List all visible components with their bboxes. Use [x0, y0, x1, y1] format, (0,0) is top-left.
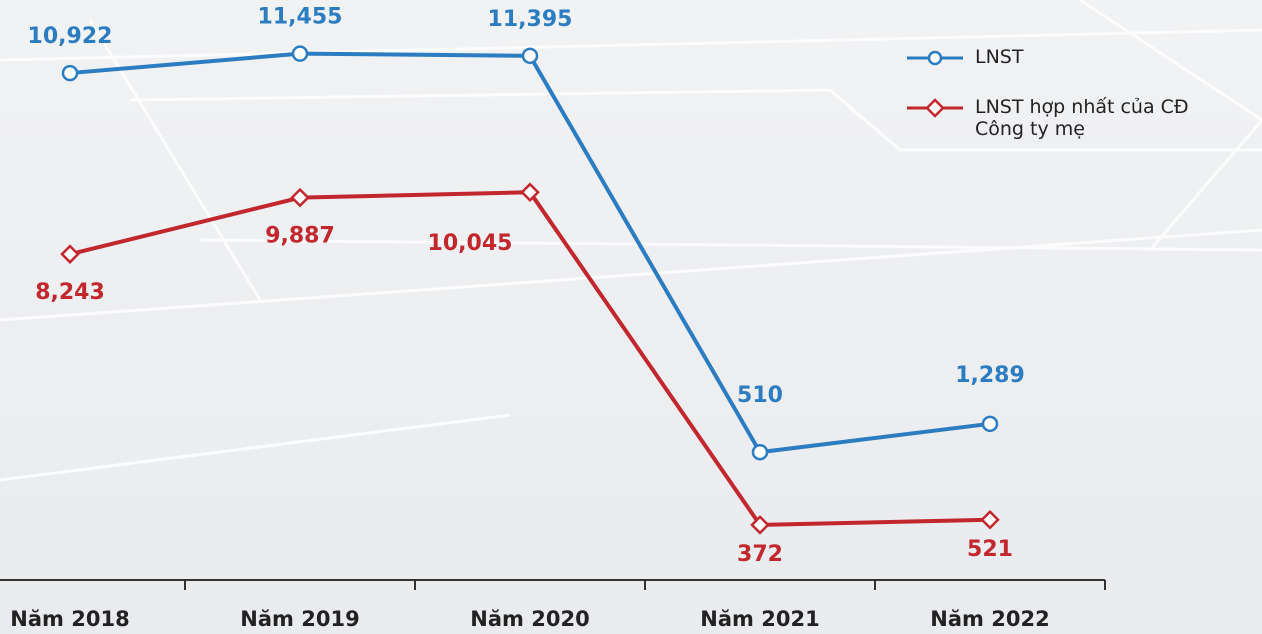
legend-item: LNST hợp nhất của CĐ Công ty mẹ: [905, 96, 1237, 140]
marker: [981, 415, 999, 433]
data-label: 10,045: [428, 231, 513, 256]
x-tick-label: Năm 2020: [470, 607, 589, 631]
marker: [520, 182, 540, 202]
marker: [521, 47, 539, 65]
marker: [290, 187, 310, 208]
x-tick-label: Năm 2022: [930, 607, 1049, 631]
data-label: 11,455: [258, 5, 343, 30]
marker: [980, 510, 1000, 530]
legend-item: LNST: [905, 46, 1237, 70]
data-label: 9,887: [265, 224, 335, 249]
x-tick-label: Năm 2018: [10, 607, 129, 631]
x-tick-label: Năm 2021: [700, 607, 819, 631]
data-label: 510: [737, 383, 783, 408]
data-label: 11,395: [488, 7, 573, 32]
marker: [61, 64, 79, 82]
background-decor: [0, 0, 1262, 480]
data-label: 8,243: [35, 280, 105, 305]
legend-swatch: [907, 98, 963, 118]
marker: [60, 244, 80, 264]
marker: [751, 443, 769, 461]
data-label: 10,922: [28, 24, 113, 49]
data-label: 521: [967, 537, 1013, 562]
series-line: [69, 51, 991, 455]
legend-label: LNST hợp nhất của CĐ Công ty mẹ: [975, 96, 1189, 140]
x-tick-label: Năm 2019: [240, 607, 359, 631]
data-label: 372: [737, 542, 783, 567]
legend-label: LNST: [975, 46, 1024, 68]
legend-swatch: [907, 50, 963, 66]
marker: [750, 515, 770, 535]
marker: [291, 45, 309, 62]
data-label: 1,289: [955, 363, 1025, 388]
